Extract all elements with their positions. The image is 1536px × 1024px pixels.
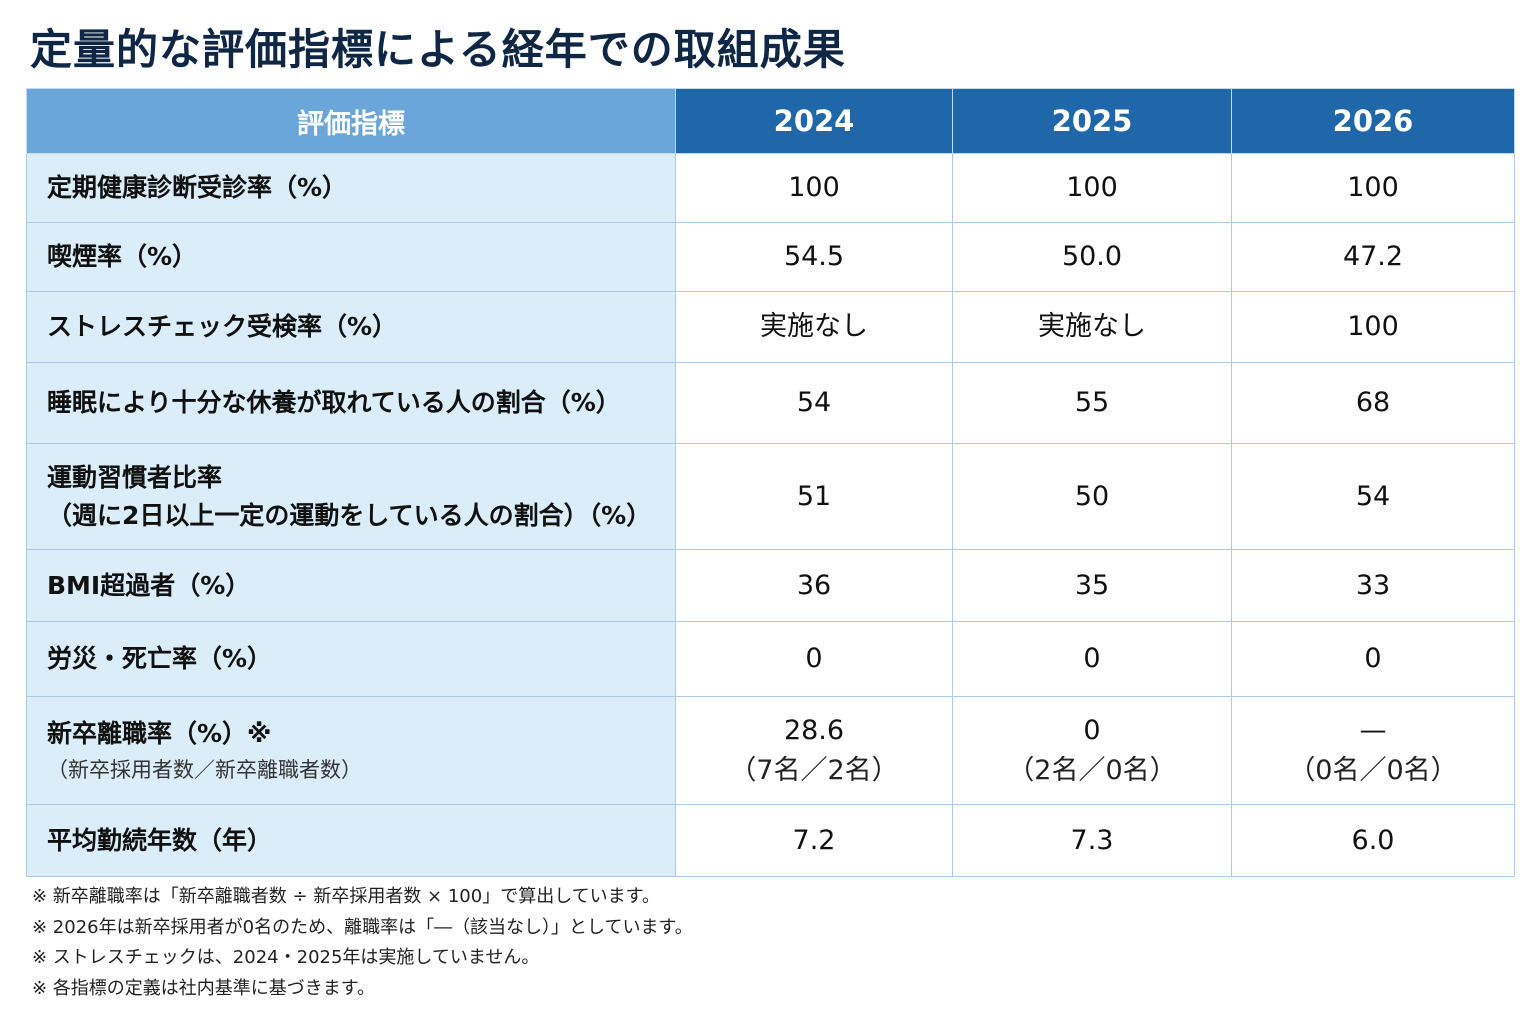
table-row: 睡眠により十分な休養が取れている人の割合（%） 54 55 68	[26, 362, 1515, 444]
row-label-line-1: 運動習慣者比率	[47, 462, 223, 492]
cell-value: 50	[952, 443, 1232, 550]
cell-value: 55	[952, 362, 1232, 444]
cell-main-value: 0	[1083, 714, 1101, 746]
cell-value: 50.0	[952, 222, 1232, 292]
cell-sub-value: （0名／0名）	[1288, 754, 1458, 786]
table-header-row: 評価指標 2024 2025 2026	[26, 88, 1515, 154]
footnote: ※ 各指標の定義は社内基準に基づきます。	[32, 977, 376, 999]
cell-value: — （0名／0名）	[1231, 696, 1515, 805]
header-year-2024: 2024	[675, 88, 953, 154]
cell-value: 100	[1231, 291, 1515, 363]
cell-value: 100	[1231, 153, 1515, 223]
cell-value: 47.2	[1231, 222, 1515, 292]
cell-value: 68	[1231, 362, 1515, 444]
footnote: ※ 新卒離職率は「新卒離職者数 ÷ 新卒採用者数 × 100」で算出しています。	[32, 886, 660, 907]
row-label: BMI超過者（%）	[26, 549, 676, 622]
footnote: ※ ストレスチェックは、2024・2025年は実施していません。	[32, 947, 540, 968]
cell-value: 51	[675, 443, 953, 550]
cell-main-value: 28.6	[783, 714, 845, 746]
page-title: 定量的な評価指標による経年での取組成果	[30, 25, 846, 74]
table-row: 平均勤続年数（年） 7.2 7.3 6.0	[26, 804, 1515, 877]
table-row: 定期健康診断受診率（%） 100 100 100	[26, 153, 1515, 223]
row-label: 定期健康診断受診率（%）	[26, 153, 676, 223]
cell-sub-value: （2名／0名）	[1007, 754, 1177, 786]
table-row: 運動習慣者比率 （週に2日以上一定の運動をしている人の割合）（%） 51 50 …	[26, 443, 1515, 550]
row-label: 睡眠により十分な休養が取れている人の割合（%）	[26, 362, 676, 444]
footnotes: ※ 新卒離職率は「新卒離職者数 ÷ 新卒採用者数 × 100」で算出しています。…	[32, 882, 693, 1004]
table-row: ストレスチェック受検率（%） 実施なし 実施なし 100	[26, 291, 1515, 363]
cell-value: 実施なし	[952, 291, 1232, 363]
row-label-note: （新卒採用者数／新卒離職者数）	[47, 757, 362, 782]
cell-value: 54.5	[675, 222, 953, 292]
cell-value: 実施なし	[675, 291, 953, 363]
header-indicator: 評価指標	[26, 88, 676, 154]
cell-value: 100	[675, 153, 953, 223]
row-label: 運動習慣者比率 （週に2日以上一定の運動をしている人の割合）（%）	[26, 443, 676, 550]
cell-value: 28.6 （7名／2名）	[675, 696, 953, 805]
row-label: 平均勤続年数（年）	[26, 804, 676, 877]
metrics-table: 評価指標 2024 2025 2026 定期健康診断受診率（%） 100 100…	[26, 88, 1515, 877]
row-label: 喫煙率（%）	[26, 222, 676, 292]
table-row: 新卒離職率（%）※ （新卒採用者数／新卒離職者数） 28.6 （7名／2名） 0…	[26, 696, 1515, 805]
cell-value: 0	[675, 621, 953, 697]
cell-value: 0 （2名／0名）	[952, 696, 1232, 805]
cell-main-value: —	[1359, 714, 1387, 746]
row-label: 新卒離職率（%）※ （新卒採用者数／新卒離職者数）	[26, 696, 676, 805]
cell-value: 6.0	[1231, 804, 1515, 877]
cell-sub-value: （7名／2名）	[729, 754, 899, 786]
cell-value: 100	[952, 153, 1232, 223]
cell-value: 7.3	[952, 804, 1232, 877]
cell-value: 0	[1231, 621, 1515, 697]
footnote: ※ 2026年は新卒採用者が0名のため、離職率は「―（該当なし）」としています。	[32, 916, 693, 938]
cell-value: 54	[675, 362, 953, 444]
table-row: BMI超過者（%） 36 35 33	[26, 549, 1515, 622]
cell-value: 7.2	[675, 804, 953, 877]
cell-value: 33	[1231, 549, 1515, 622]
cell-value: 54	[1231, 443, 1515, 550]
row-label-line-1: 新卒離職率（%）※	[47, 718, 272, 748]
table-row: 労災・死亡率（%） 0 0 0	[26, 621, 1515, 697]
cell-value: 36	[675, 549, 953, 622]
header-year-2025: 2025	[952, 88, 1232, 154]
table-row: 喫煙率（%） 54.5 50.0 47.2	[26, 222, 1515, 292]
row-label-line-2: （週に2日以上一定の運動をしている人の割合）（%）	[47, 500, 652, 530]
row-label: ストレスチェック受検率（%）	[26, 291, 676, 363]
header-year-2026: 2026	[1231, 88, 1515, 154]
cell-value: 35	[952, 549, 1232, 622]
cell-value: 0	[952, 621, 1232, 697]
row-label: 労災・死亡率（%）	[26, 621, 676, 697]
